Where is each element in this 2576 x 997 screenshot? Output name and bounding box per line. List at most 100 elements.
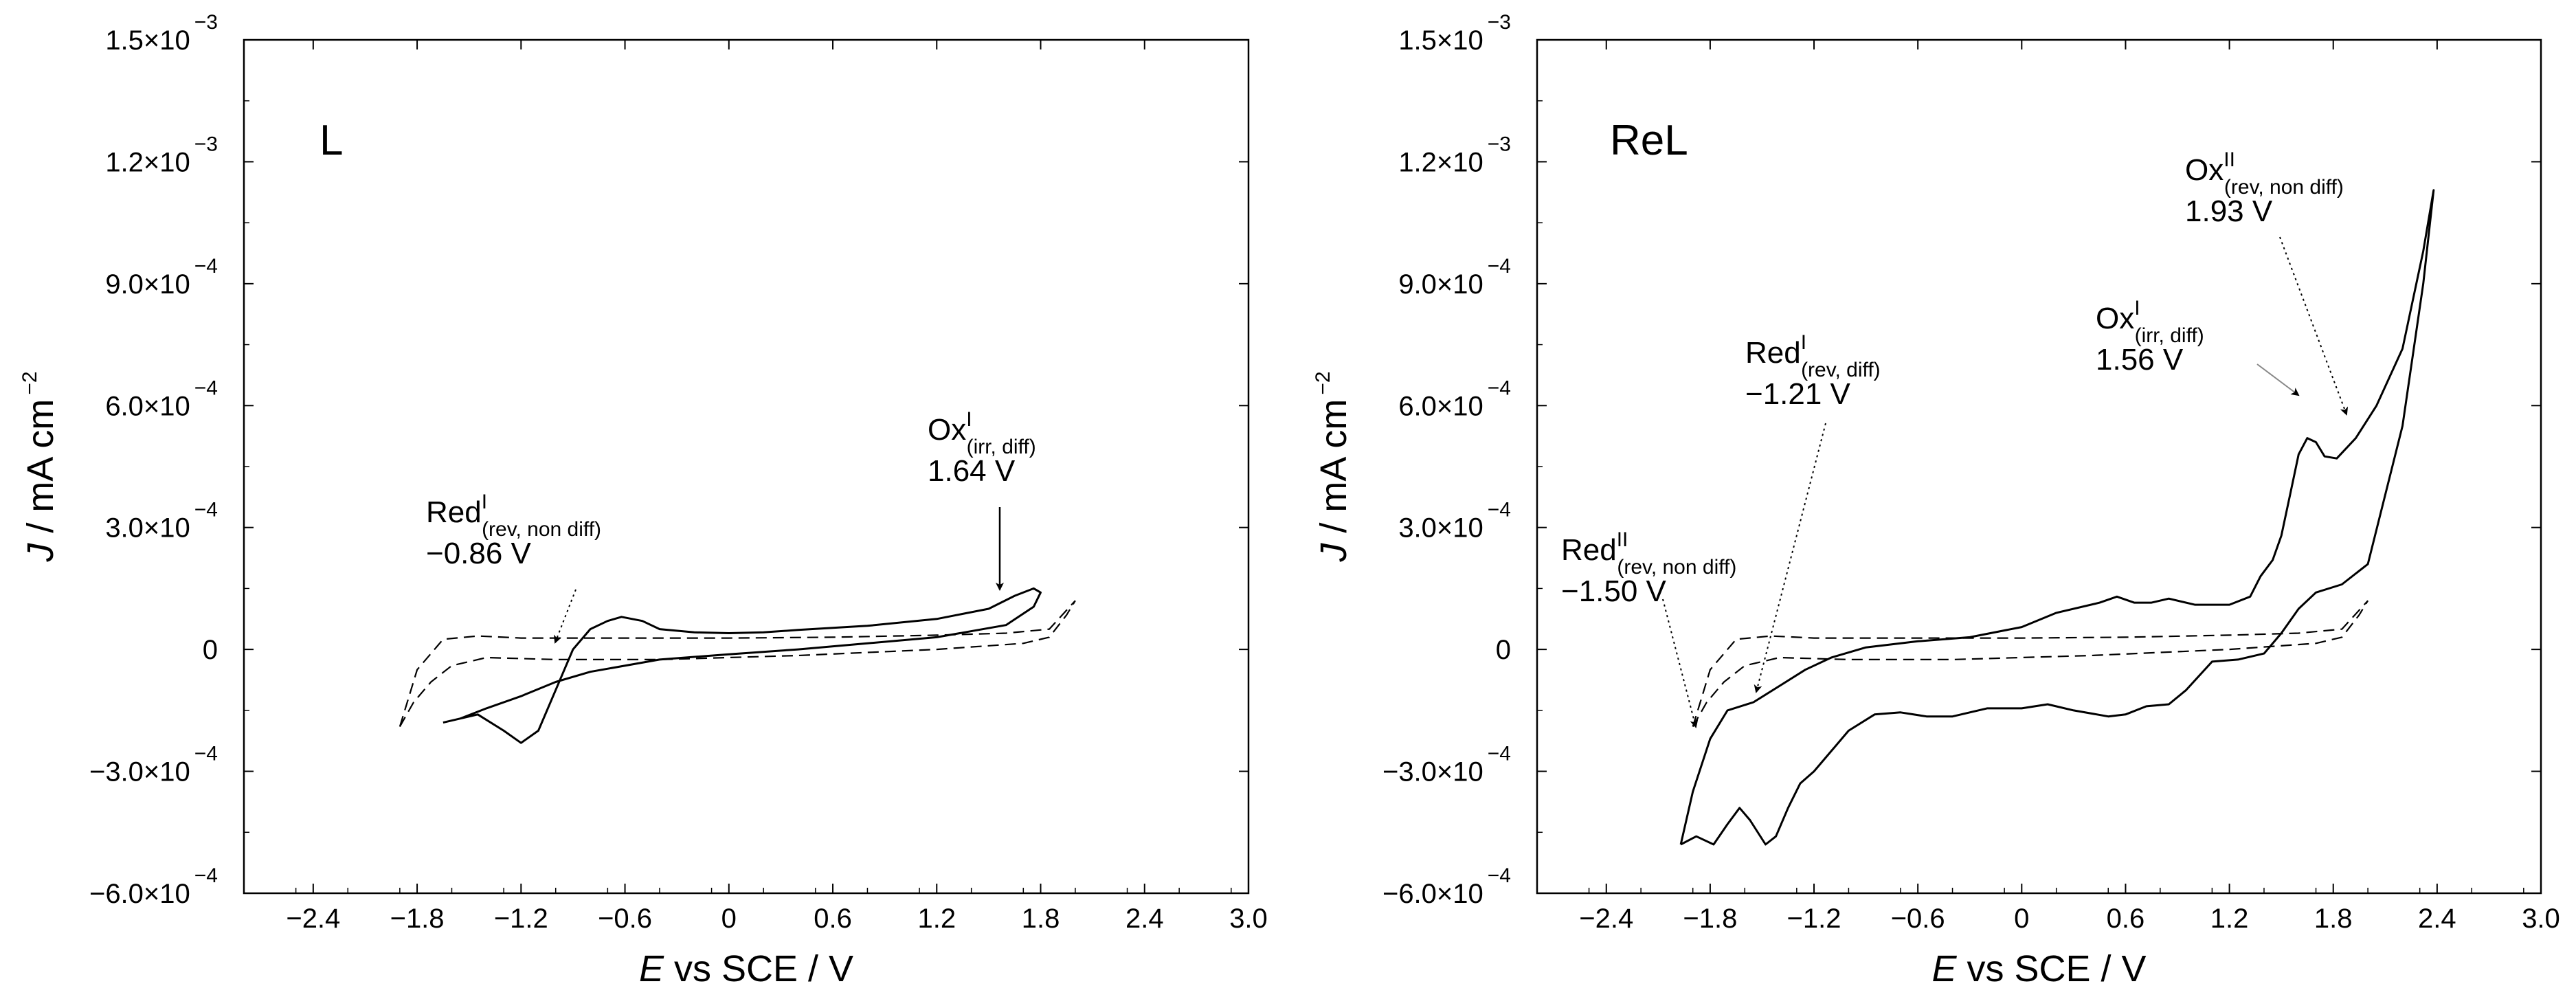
y-tick-label: 6.0×10−4 bbox=[1398, 377, 1511, 421]
y-tick-exponent: −4 bbox=[1488, 255, 1511, 278]
peak-annotation-name: Red bbox=[1745, 336, 1801, 370]
y-tick-mantissa: −3.0×10 bbox=[89, 757, 190, 787]
peak-annotation-subscript: (rev, non diff) bbox=[2224, 176, 2344, 199]
x-axis-label-text: vs SCE / V bbox=[664, 948, 853, 989]
chart-panel-ReL: −2.4 −1.8 −1.2 −0.6 0 0.6 1.2 1.8 2.4 3.0−6.0×10−… bbox=[1312, 11, 2560, 989]
peak-annotation-subscript: (irr, diff) bbox=[2135, 324, 2204, 347]
peak-annotation-value: 1.64 V bbox=[928, 454, 1016, 488]
y-tick-exponent: −4 bbox=[194, 864, 218, 887]
plot-frame bbox=[1536, 38, 2542, 895]
x-tick-label: 0 bbox=[721, 904, 737, 934]
peak-annotation-superscript: I bbox=[482, 491, 487, 513]
y-tick-mantissa: 1.5×10 bbox=[1398, 25, 1483, 56]
peak-annotation-arrow bbox=[1662, 598, 1699, 728]
y-axis-label-symbol: J bbox=[1313, 543, 1354, 563]
y-tick-mantissa: 1.5×10 bbox=[105, 25, 190, 56]
series-line-dashed-1 bbox=[1692, 600, 2369, 728]
x-axis-label-symbol: E bbox=[639, 948, 664, 989]
x-tick-label: 1.8 bbox=[1022, 904, 1060, 934]
plot-frame bbox=[243, 38, 1250, 895]
peak-annotation-value: −0.86 V bbox=[426, 537, 532, 570]
x-tick-label: 1.2 bbox=[917, 904, 956, 934]
peak-annotation-name: Red bbox=[426, 495, 482, 529]
peak-annotation-label: RedI (rev, non diff) bbox=[426, 491, 601, 541]
x-tick-label: 0.6 bbox=[2107, 904, 2145, 934]
y-tick-label: 1.2×10−3 bbox=[1398, 133, 1511, 177]
peak-annotation-subscript: (irr, diff) bbox=[967, 436, 1036, 458]
y-tick-exponent: −4 bbox=[194, 377, 218, 399]
x-axis-label-symbol: E bbox=[1931, 948, 1957, 989]
peak-annotation-name: Ox bbox=[2185, 153, 2224, 187]
y-tick-exponent: −4 bbox=[1488, 743, 1511, 765]
y-tick-label: 1.5×10−3 bbox=[1398, 11, 1511, 56]
y-tick-exponent: −4 bbox=[194, 743, 218, 765]
peak-annotation-label: RedI (rev, diff) bbox=[1745, 331, 1881, 381]
peak-annotation-value: 1.56 V bbox=[2096, 343, 2184, 377]
y-tick-mantissa: 3.0×10 bbox=[105, 513, 190, 544]
y-tick-label: −3.0×10−4 bbox=[89, 743, 218, 787]
x-tick-label: 0 bbox=[2014, 904, 2029, 934]
y-tick-mantissa: 6.0×10 bbox=[1398, 391, 1483, 421]
x-tick-label: 2.4 bbox=[1125, 904, 1164, 934]
series-line-solid-0 bbox=[1679, 189, 2435, 846]
y-tick-label: 6.0×10−4 bbox=[105, 377, 218, 421]
x-tick-label: 1.2 bbox=[2210, 904, 2249, 934]
y-axis-label-exponent: −2 bbox=[19, 371, 41, 394]
y-axis-label-exponent: −2 bbox=[1312, 371, 1334, 394]
x-tick-label: 0.6 bbox=[814, 904, 852, 934]
y-tick-exponent: −4 bbox=[1488, 864, 1511, 887]
x-axis-label-text: vs SCE / V bbox=[1956, 948, 2146, 989]
y-tick-label: 3.0×10−4 bbox=[1398, 499, 1511, 544]
peak-annotation-value: −1.50 V bbox=[1561, 574, 1667, 608]
x-axis-label: E vs SCE / V bbox=[639, 948, 853, 989]
y-tick-exponent: −3 bbox=[1488, 133, 1511, 155]
x-tick-label: −1.8 bbox=[1683, 904, 1737, 934]
x-tick-label: −2.4 bbox=[1579, 904, 1633, 934]
panel-label: L bbox=[320, 117, 343, 164]
y-tick-mantissa: 1.2×10 bbox=[1398, 147, 1483, 177]
peak-annotation-value: −1.21 V bbox=[1745, 377, 1851, 411]
x-tick-label: 3.0 bbox=[1229, 904, 1268, 934]
peak-annotation-superscript: I bbox=[966, 408, 972, 431]
peak-annotation-label: OxI (irr, diff) bbox=[2096, 297, 2204, 347]
x-tick-label: −1.2 bbox=[494, 904, 548, 934]
y-tick-exponent: −3 bbox=[1488, 11, 1511, 34]
y-axis-label-text: / mA cm bbox=[20, 399, 61, 544]
peak-annotation-superscript: II bbox=[1617, 528, 1628, 551]
y-tick-mantissa: −6.0×10 bbox=[89, 879, 190, 909]
peak-annotation-label: RedII (rev, non diff) bbox=[1561, 528, 1736, 579]
peak-annotation-superscript: I bbox=[2134, 297, 2140, 320]
y-tick-mantissa: 9.0×10 bbox=[105, 269, 190, 300]
chart-panel-L: −2.4 −1.8 −1.2 −0.6 0 0.6 1.2 1.8 2.4 3.0−6.0×10−… bbox=[19, 11, 1268, 989]
y-tick-mantissa: −6.0×10 bbox=[1382, 879, 1483, 909]
x-tick-label: −2.4 bbox=[286, 904, 340, 934]
peak-annotation-name: Ox bbox=[2096, 302, 2134, 335]
peak-annotation-arrow bbox=[554, 589, 576, 644]
peak-annotation-subscript: (rev, non diff) bbox=[482, 518, 601, 541]
y-tick-exponent: −4 bbox=[194, 255, 218, 278]
peak-annotation-superscript: II bbox=[2224, 148, 2235, 171]
y-tick-mantissa: 3.0×10 bbox=[1398, 513, 1483, 544]
y-tick-exponent: −3 bbox=[194, 133, 218, 155]
peak-annotation-value: 1.93 V bbox=[2185, 194, 2273, 228]
x-tick-label: 2.4 bbox=[2418, 904, 2456, 934]
y-tick-mantissa: 6.0×10 bbox=[105, 391, 190, 421]
y-tick-label: 1.5×10−3 bbox=[105, 11, 218, 56]
series-line-dashed-2 bbox=[399, 600, 1076, 727]
peak-annotation-arrow bbox=[1754, 423, 1826, 693]
y-tick-exponent: −3 bbox=[194, 11, 218, 34]
y-tick-mantissa: 0 bbox=[1496, 635, 1511, 665]
y-tick-exponent: −4 bbox=[1488, 377, 1511, 399]
series-line-dashed-1 bbox=[399, 600, 1076, 728]
peak-annotation-subscript: (rev, diff) bbox=[1801, 359, 1881, 381]
panel-label: ReL bbox=[1610, 117, 1688, 164]
y-tick-label: −6.0×10−4 bbox=[89, 864, 218, 909]
y-tick-mantissa: 1.2×10 bbox=[105, 147, 190, 177]
x-tick-label: −0.6 bbox=[598, 904, 652, 934]
x-tick-label: −1.2 bbox=[1787, 904, 1841, 934]
peak-annotation-label: OxI (irr, diff) bbox=[928, 408, 1036, 458]
y-tick-exponent: −4 bbox=[1488, 499, 1511, 522]
y-tick-label: 9.0×10−4 bbox=[105, 255, 218, 300]
series-line-solid-0 bbox=[443, 587, 1042, 744]
